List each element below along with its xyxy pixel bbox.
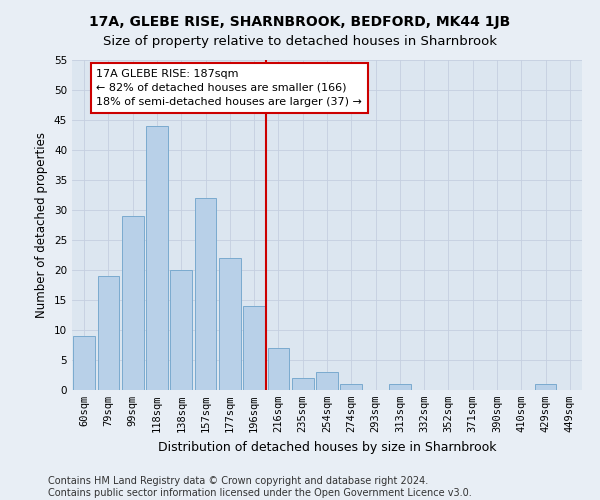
Bar <box>194 198 217 390</box>
Text: Contains HM Land Registry data © Crown copyright and database right 2024.
Contai: Contains HM Land Registry data © Crown c… <box>48 476 472 498</box>
Bar <box>389 384 411 390</box>
Text: 17A, GLEBE RISE, SHARNBROOK, BEDFORD, MK44 1JB: 17A, GLEBE RISE, SHARNBROOK, BEDFORD, MK… <box>89 15 511 29</box>
Bar <box>292 378 314 390</box>
Bar <box>535 384 556 390</box>
Bar <box>146 126 168 390</box>
Bar <box>97 276 119 390</box>
Bar <box>219 258 241 390</box>
Bar <box>340 384 362 390</box>
Bar <box>243 306 265 390</box>
Bar <box>268 348 289 390</box>
Text: Size of property relative to detached houses in Sharnbrook: Size of property relative to detached ho… <box>103 35 497 48</box>
Bar <box>73 336 95 390</box>
Y-axis label: Number of detached properties: Number of detached properties <box>35 132 49 318</box>
X-axis label: Distribution of detached houses by size in Sharnbrook: Distribution of detached houses by size … <box>158 440 496 454</box>
Bar <box>170 270 192 390</box>
Bar <box>316 372 338 390</box>
Text: 17A GLEBE RISE: 187sqm
← 82% of detached houses are smaller (166)
18% of semi-de: 17A GLEBE RISE: 187sqm ← 82% of detached… <box>96 69 362 107</box>
Bar <box>122 216 143 390</box>
